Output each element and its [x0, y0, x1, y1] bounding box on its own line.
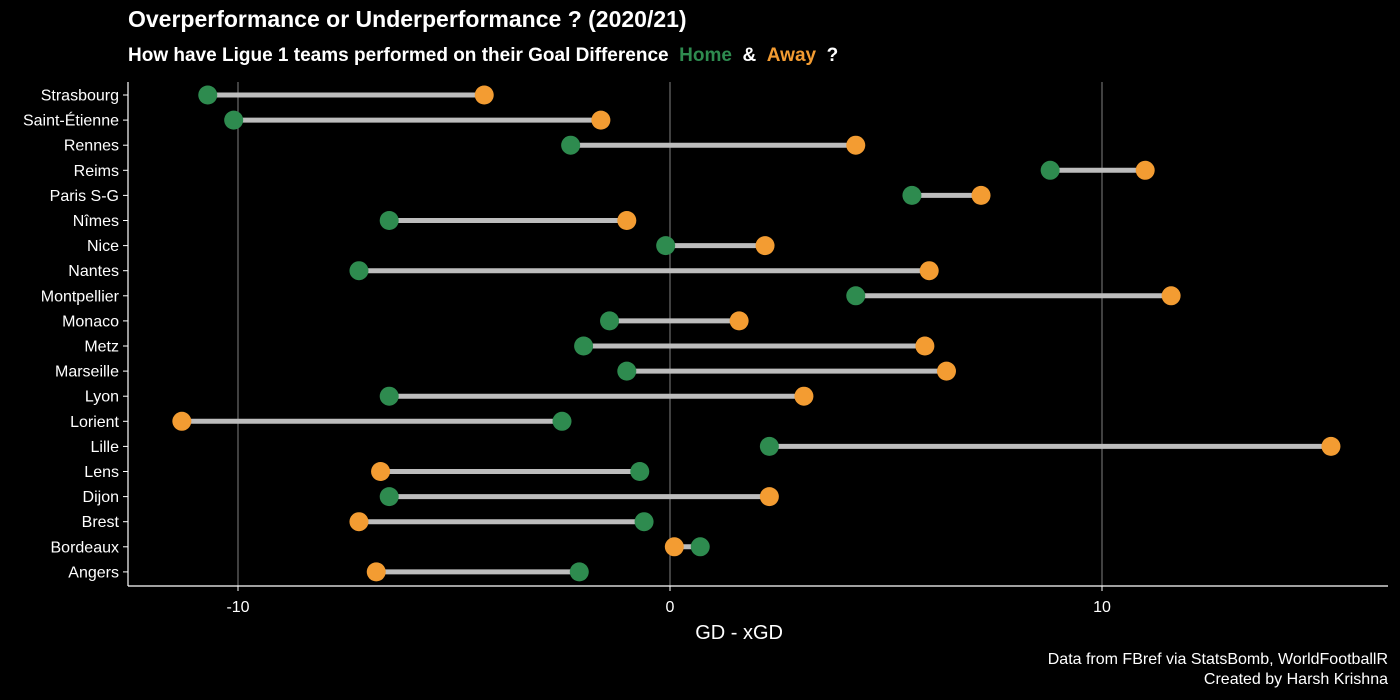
away-point	[846, 135, 866, 155]
team-label: Lorient	[70, 414, 119, 431]
caption-author: Created by Harsh Krishna	[1203, 671, 1388, 688]
x-axis-title: GD - xGD	[695, 622, 783, 644]
away-point	[919, 261, 939, 281]
home-point	[846, 286, 866, 306]
away-point	[1135, 160, 1155, 180]
team-label: Dijon	[83, 489, 119, 506]
subtitle-text: How have Ligue 1 teams performed on thei…	[128, 45, 669, 66]
home-point	[198, 85, 218, 105]
team-label: Angers	[68, 564, 119, 581]
home-point	[902, 185, 922, 205]
home-point	[617, 361, 637, 381]
subtitle-ampersand: &	[742, 45, 757, 66]
home-point	[656, 236, 676, 256]
home-point	[552, 411, 572, 431]
chart-title: Overperformance or Underperformance ? (2…	[128, 6, 687, 32]
away-point	[915, 336, 935, 356]
team-label: Metz	[84, 339, 119, 356]
team-label: Nantes	[68, 263, 119, 280]
home-point	[630, 462, 650, 481]
team-label: Nîmes	[73, 213, 119, 230]
away-point	[349, 512, 369, 532]
away-point	[591, 110, 611, 130]
caption-source: Data from FBref via StatsBomb, WorldFoot…	[1047, 651, 1388, 668]
home-point	[1040, 160, 1060, 180]
home-point	[574, 336, 594, 356]
team-label: Nice	[87, 238, 119, 255]
away-point	[617, 211, 637, 230]
home-point	[224, 110, 244, 130]
away-point	[371, 462, 391, 481]
home-point	[349, 261, 369, 281]
x-tick-label: -10	[226, 599, 249, 616]
home-point	[600, 311, 620, 331]
team-label: Reims	[74, 163, 119, 180]
away-point	[1321, 436, 1341, 456]
away-point	[936, 361, 956, 381]
chart-subtitle: How have Ligue 1 teams performed on thei…	[128, 45, 838, 67]
team-label: Lille	[91, 439, 120, 456]
away-point	[794, 386, 814, 406]
home-point	[379, 487, 399, 507]
team-label: Lens	[84, 464, 119, 481]
home-point	[690, 537, 710, 557]
away-point	[759, 487, 779, 507]
away-point	[755, 236, 775, 256]
subtitle-question-mark: ?	[826, 45, 839, 66]
team-label: Bordeaux	[51, 539, 120, 556]
away-point	[729, 311, 749, 331]
team-label: Strasbourg	[41, 88, 119, 105]
team-label: Lyon	[85, 389, 119, 406]
away-point	[1161, 286, 1181, 306]
away-legend-label: Away	[766, 45, 817, 66]
x-tick-label: 0	[666, 599, 675, 616]
away-point	[366, 562, 386, 582]
away-point	[971, 185, 991, 205]
away-point	[664, 537, 684, 557]
home-point	[759, 436, 779, 456]
team-label: Rennes	[64, 138, 119, 155]
team-label: Montpellier	[41, 288, 120, 305]
home-point	[379, 386, 399, 406]
home-point	[634, 512, 654, 532]
team-label: Paris S-G	[50, 188, 119, 205]
x-tick-label: 10	[1093, 599, 1111, 616]
home-point	[561, 135, 581, 155]
team-label: Saint-Étienne	[23, 111, 119, 130]
team-label: Brest	[82, 514, 120, 531]
home-legend-label: Home	[679, 45, 732, 66]
away-point	[172, 411, 192, 431]
chart-caption: Data from FBref via StatsBomb, WorldFoot…	[1048, 650, 1388, 690]
away-point	[474, 85, 494, 105]
team-label: Marseille	[55, 364, 119, 381]
home-point	[379, 211, 399, 230]
team-label: Monaco	[62, 313, 119, 330]
home-point	[569, 562, 589, 582]
